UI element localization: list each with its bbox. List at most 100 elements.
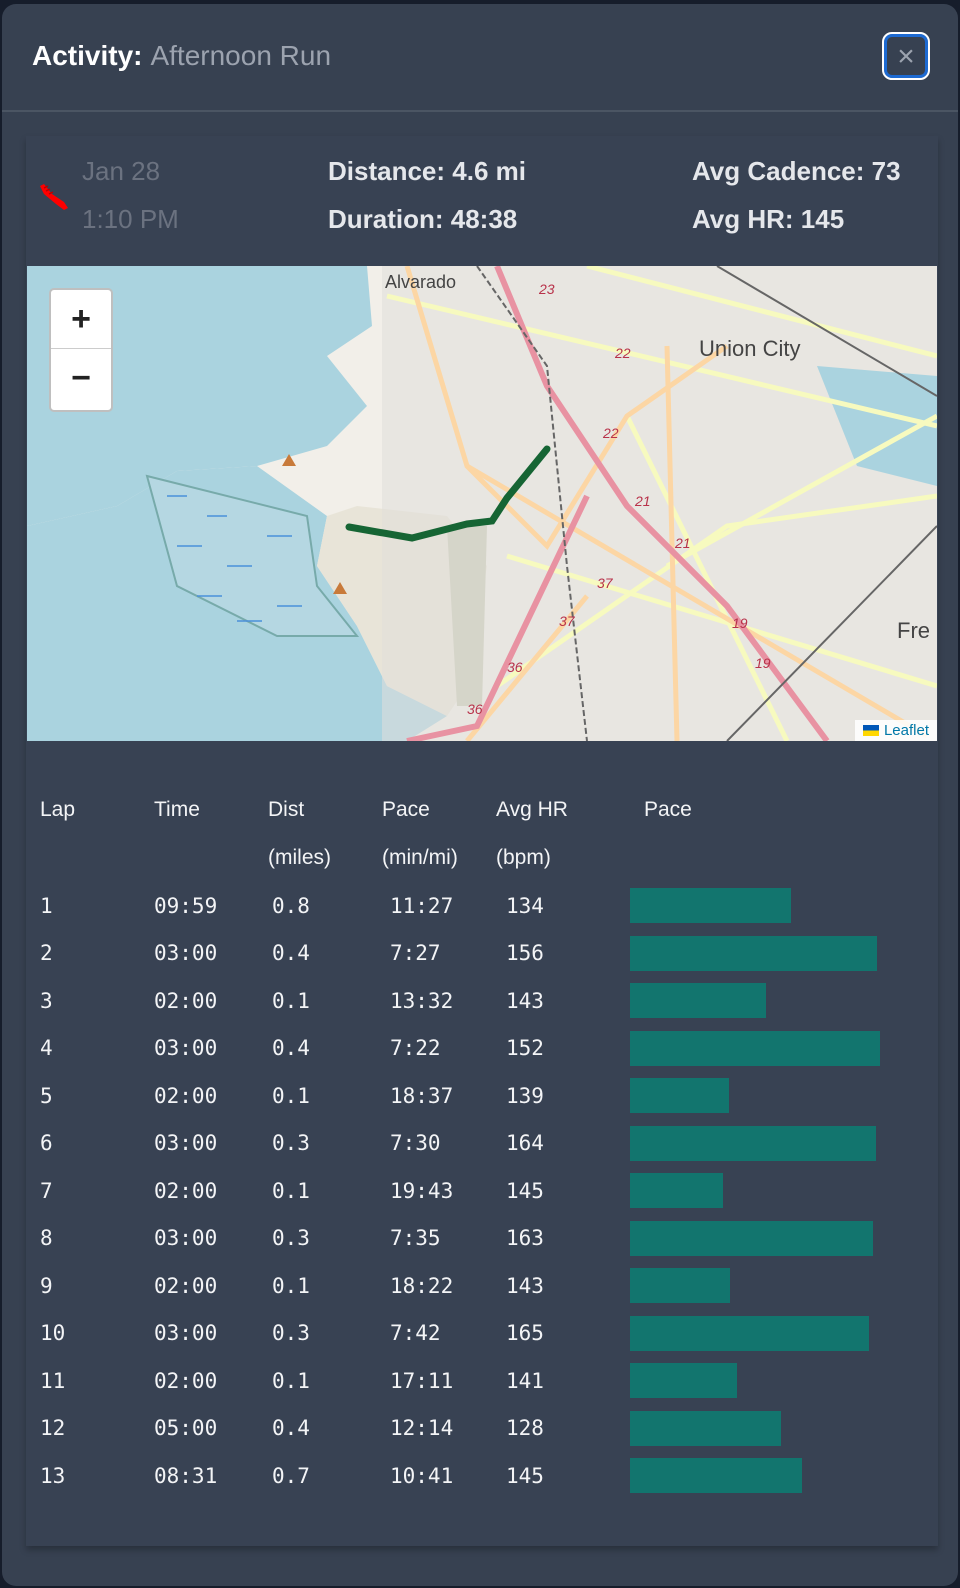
col-dist: Dist <box>268 798 305 821</box>
lap-distance: 0.3 <box>272 1131 310 1156</box>
lap-time: 09:59 <box>154 893 218 918</box>
lap-hr: 143 <box>506 988 544 1013</box>
lap-time: 03:00 <box>154 1036 218 1061</box>
pace-bar-cell <box>630 1215 904 1263</box>
lap-pace: 17:11 <box>390 1368 454 1393</box>
lap-number: 7 <box>40 1178 53 1203</box>
zoom-in-button[interactable]: + <box>51 290 111 349</box>
lap-row: 10 03:00 0.3 7:42 165 <box>40 1310 904 1358</box>
lap-row: 6 03:00 0.3 7:30 164 <box>40 1120 904 1168</box>
pace-bar <box>630 1315 870 1351</box>
lap-hr: 165 <box>506 1321 544 1346</box>
lap-pace: 13:32 <box>390 988 454 1013</box>
lap-distance: 0.3 <box>272 1321 310 1346</box>
lap-row: 5 02:00 0.1 18:37 139 <box>40 1072 904 1120</box>
lap-time: 02:00 <box>154 1178 218 1203</box>
leaflet-link[interactable]: Leaflet <box>883 722 929 739</box>
lap-row: 12 05:00 0.4 12:14 128 <box>40 1405 904 1453</box>
lap-pace: 18:37 <box>390 1083 454 1108</box>
lap-number: 4 <box>40 1036 53 1061</box>
lap-hr: 141 <box>506 1368 544 1393</box>
lap-distance: 0.8 <box>272 893 310 918</box>
lap-time: 02:00 <box>154 1083 218 1108</box>
lap-pace: 10:41 <box>390 1463 454 1488</box>
lap-row: 2 03:00 0.4 7:27 156 <box>40 930 904 978</box>
pace-bar-cell <box>630 1452 904 1500</box>
duration-stat: Duration: 48:38 <box>328 204 518 234</box>
modal-header: Activity: Afternoon Run × <box>2 4 958 112</box>
lap-time: 02:00 <box>154 1368 218 1393</box>
col-time: Time <box>154 798 200 821</box>
lap-time: 08:31 <box>154 1463 218 1488</box>
lap-hr: 163 <box>506 1226 544 1251</box>
header-row: Lap Time Dist Pace Avg HR Pace <box>40 786 904 834</box>
lap-hr: 164 <box>506 1131 544 1156</box>
lap-pace: 11:27 <box>390 893 454 918</box>
lap-hr: 145 <box>506 1178 544 1203</box>
activity-time: 1:10 PM <box>82 204 179 234</box>
lap-row: 3 02:00 0.1 13:32 143 <box>40 977 904 1025</box>
lap-row: 4 03:00 0.4 7:22 152 <box>40 1025 904 1073</box>
lap-distance: 0.4 <box>272 1036 310 1061</box>
lap-row: 11 02:00 0.1 17:11 141 <box>40 1357 904 1405</box>
ukraine-flag-icon <box>862 725 879 736</box>
pace-bar-cell <box>630 930 904 978</box>
lap-hr: 152 <box>506 1036 544 1061</box>
lap-time: 02:00 <box>154 988 218 1013</box>
lap-number: 13 <box>40 1463 66 1488</box>
lap-distance: 0.3 <box>272 1226 310 1251</box>
svg-text:22: 22 <box>614 345 631 361</box>
close-button[interactable]: × <box>882 32 930 80</box>
lap-row: 8 03:00 0.3 7:35 163 <box>40 1215 904 1263</box>
modal-title: Activity: Afternoon Run <box>32 40 331 72</box>
lap-number: 3 <box>40 988 53 1013</box>
lap-pace: 7:42 <box>390 1321 441 1346</box>
lap-number: 6 <box>40 1131 53 1156</box>
col-hr: Avg HR <box>496 798 568 821</box>
lap-hr: 145 <box>506 1463 544 1488</box>
map-label-union-city: Union City <box>699 336 800 361</box>
freeway <box>494 266 830 741</box>
salt-pond-marks <box>167 495 302 622</box>
lap-pace: 12:14 <box>390 1416 454 1441</box>
svg-text:36: 36 <box>507 659 523 675</box>
pace-bar <box>630 1458 803 1494</box>
pace-bar-cell <box>630 1405 904 1453</box>
unit-dist: (miles) <box>268 846 331 869</box>
pace-bar-cell <box>630 1072 904 1120</box>
lap-distance: 0.1 <box>272 1178 310 1203</box>
svg-text:21: 21 <box>674 535 691 551</box>
activity-modal: Activity: Afternoon Run × Jan 28 1:10 PM … <box>2 4 958 1586</box>
pace-bar <box>630 1268 731 1304</box>
road-number-labels: 23 22 22 21 21 37 37 36 36 19 19 <box>467 281 771 717</box>
pace-bar <box>630 1173 724 1209</box>
lap-number: 5 <box>40 1083 53 1108</box>
cadence-stat: Avg Cadence: 73 <box>692 156 901 186</box>
svg-text:36: 36 <box>467 701 483 717</box>
lap-pace: 7:30 <box>390 1131 441 1156</box>
lap-number: 11 <box>40 1368 66 1393</box>
lap-pace: 18:22 <box>390 1273 454 1298</box>
peak-icon <box>333 582 347 594</box>
lap-time: 05:00 <box>154 1416 218 1441</box>
pace-bar <box>630 1125 876 1161</box>
svg-text:22: 22 <box>602 425 619 441</box>
map-label-alvarado: Alvarado <box>385 272 456 292</box>
pace-bar-cell <box>630 1262 904 1310</box>
route-map[interactable]: 23 22 22 21 21 37 37 36 36 19 19 Alvarado Union Ci… <box>27 266 937 741</box>
lap-number: 2 <box>40 941 53 966</box>
route-line <box>345 445 551 542</box>
lap-row: 13 08:31 0.7 10:41 145 <box>40 1452 904 1500</box>
svg-text:21: 21 <box>634 493 651 509</box>
pace-bar-cell <box>630 1310 904 1358</box>
lap-distance: 0.1 <box>272 1083 310 1108</box>
lap-row: 9 02:00 0.1 18:22 143 <box>40 1262 904 1310</box>
lap-distance: 0.1 <box>272 988 310 1013</box>
lap-number: 8 <box>40 1226 53 1251</box>
svg-text:37: 37 <box>559 613 576 629</box>
zoom-out-button[interactable]: − <box>71 359 91 397</box>
activity-summary: Jan 28 1:10 PM Distance: 4.6 mi Duration… <box>26 136 938 266</box>
pace-bar-cell <box>630 1025 904 1073</box>
lap-hr: 156 <box>506 941 544 966</box>
pace-bar <box>630 935 878 971</box>
